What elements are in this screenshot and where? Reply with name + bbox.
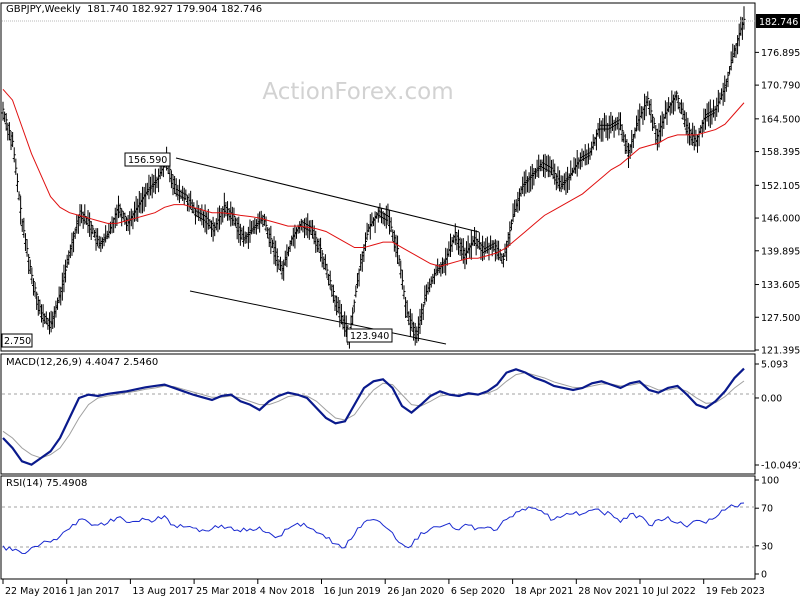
rsi-y-tick-label: 30 xyxy=(761,541,773,552)
channel-upper-line xyxy=(175,157,480,233)
x-tick-label: 16 Jun 2019 xyxy=(324,586,381,597)
price-y-tick-label: 121.395 xyxy=(761,346,800,357)
rsi-y-tick-label: 100 xyxy=(761,476,779,487)
macd-y-tick-label: 0.00 xyxy=(761,393,782,404)
rsi-y-axis: 100 70 30 0 xyxy=(755,476,779,581)
price-panel-frame xyxy=(0,2,756,352)
last-price-tag: 182.746 xyxy=(756,14,800,28)
price-y-tick-label: 139.895 xyxy=(761,246,800,257)
price-y-tick-label: 127.500 xyxy=(761,313,800,324)
watermark: ActionForex.com xyxy=(262,79,453,105)
sma-line xyxy=(2,89,745,267)
price-y-tick-label: 158.395 xyxy=(761,147,800,158)
macd-y-tick-label: -10.0491 xyxy=(761,461,800,472)
x-tick-label: 26 Jan 2020 xyxy=(387,586,444,597)
x-tick-label: 1 Jan 2017 xyxy=(69,586,120,597)
macd-y-tick-label: 5.093 xyxy=(761,360,788,371)
rsi-y-tick-label: 0 xyxy=(761,570,767,581)
macd-title: MACD(12,26,9) 4.4047 2.5460 xyxy=(6,357,159,368)
rsi-title: RSI(14) 75.4908 xyxy=(6,478,88,489)
x-tick-label: 19 Feb 2023 xyxy=(706,586,765,597)
price-y-tick-label: 176.895 xyxy=(761,48,800,59)
rsi-line xyxy=(2,502,745,554)
high-label-text: 156.590 xyxy=(128,155,167,166)
macd-panel-frame xyxy=(0,353,756,475)
price-y-tick-label: 146.000 xyxy=(761,214,800,225)
price-y-axis: 176.895 170.790 164.500 158.395 152.105 146.0… xyxy=(755,48,800,357)
x-tick-label: 6 Sep 2020 xyxy=(451,586,505,597)
high-label: 156.590 xyxy=(124,152,171,167)
x-tick-label: 18 Apr 2021 xyxy=(515,586,574,597)
macd-signal-line xyxy=(2,372,745,459)
macd-main-line xyxy=(2,367,745,466)
price-bars xyxy=(1,6,746,349)
x-tick-label: 10 Jul 2022 xyxy=(642,586,696,597)
macd-layer xyxy=(2,367,745,466)
x-axis: 22 May 2016 1 Jan 2017 13 Aug 2017 25 Mar 2… xyxy=(2,579,765,597)
price-y-tick-label: 164.500 xyxy=(761,114,800,125)
low-label: 123.940 xyxy=(346,328,393,343)
rsi-panel-frame xyxy=(0,475,756,580)
symbol-timeframe: GBPJPY,Weekly xyxy=(6,4,81,15)
channel-lines xyxy=(175,157,480,345)
price-y-tick-label: 170.790 xyxy=(761,81,800,92)
price-y-tick-label: 152.105 xyxy=(761,181,800,192)
x-tick-label: 25 Mar 2018 xyxy=(196,586,256,597)
ohlc-values: 181.740 182.927 179.904 182.746 xyxy=(87,4,263,15)
left-low-label-text: 2.750 xyxy=(4,336,31,347)
low-label-text: 123.940 xyxy=(350,331,389,342)
rsi-layer xyxy=(2,502,745,554)
left-low-label: 2.750 xyxy=(1,333,33,348)
x-tick-label: 13 Aug 2017 xyxy=(132,586,193,597)
macd-y-axis: 5.093 0.00 -10.0491 xyxy=(755,360,800,472)
channel-lower-line xyxy=(189,290,447,345)
price-y-tick-label: 133.605 xyxy=(761,280,800,291)
x-tick-label: 4 Nov 2018 xyxy=(260,586,315,597)
x-tick-label: 28 Nov 2021 xyxy=(578,586,639,597)
x-tick-label: 22 May 2016 xyxy=(5,586,67,597)
last-price-tag-text: 182.746 xyxy=(759,17,798,28)
sma-layer xyxy=(2,89,745,267)
chart-header: GBPJPY,Weekly 181.740 182.927 179.904 18… xyxy=(6,4,262,15)
rsi-y-tick-label: 70 xyxy=(761,504,773,515)
